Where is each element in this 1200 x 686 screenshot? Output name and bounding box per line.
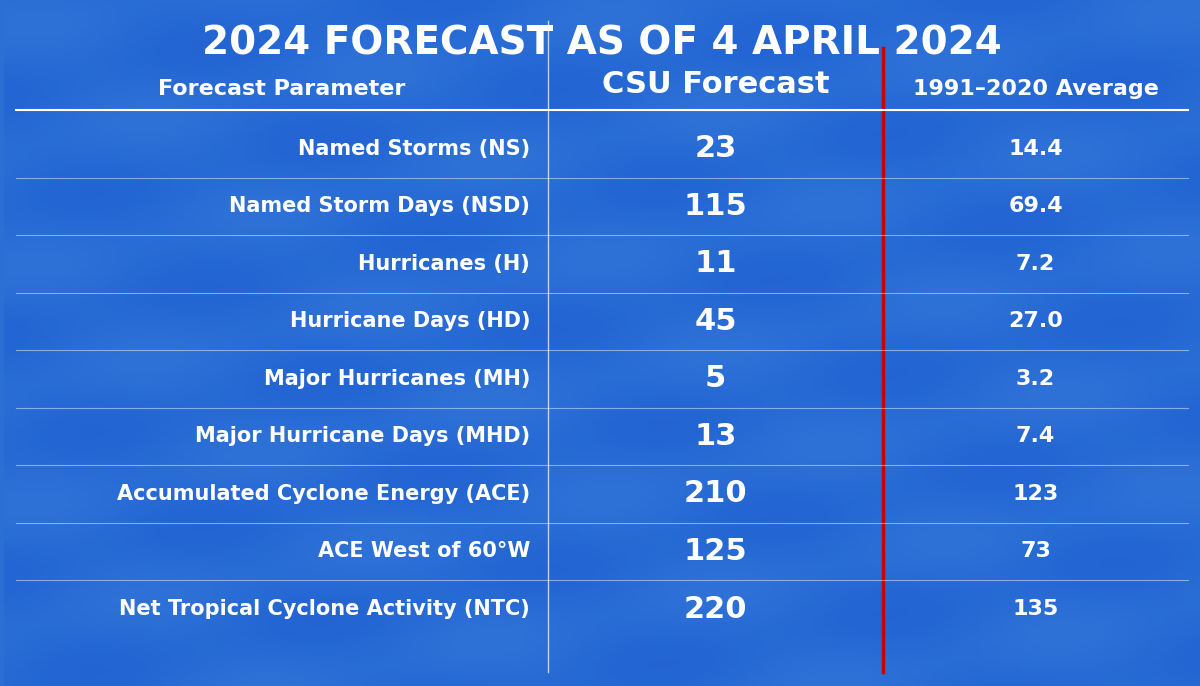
Text: 45: 45 bbox=[695, 307, 737, 336]
Text: 210: 210 bbox=[684, 480, 748, 508]
Text: Major Hurricane Days (MHD): Major Hurricane Days (MHD) bbox=[196, 427, 530, 447]
Text: 14.4: 14.4 bbox=[1008, 139, 1063, 159]
Text: Forecast Parameter: Forecast Parameter bbox=[158, 80, 406, 99]
Text: 5: 5 bbox=[704, 364, 726, 393]
Text: 3.2: 3.2 bbox=[1016, 369, 1055, 389]
Text: 69.4: 69.4 bbox=[1008, 196, 1063, 216]
Text: Hurricanes (H): Hurricanes (H) bbox=[359, 254, 530, 274]
Text: 125: 125 bbox=[684, 537, 748, 566]
Text: 27.0: 27.0 bbox=[1008, 311, 1063, 331]
Text: 11: 11 bbox=[695, 249, 737, 279]
Text: Net Tropical Cyclone Activity (NTC): Net Tropical Cyclone Activity (NTC) bbox=[120, 599, 530, 619]
Text: Named Storm Days (NSD): Named Storm Days (NSD) bbox=[229, 196, 530, 216]
Text: 123: 123 bbox=[1013, 484, 1058, 504]
Text: 115: 115 bbox=[684, 192, 748, 221]
Text: CSU Forecast: CSU Forecast bbox=[601, 71, 829, 99]
Text: 13: 13 bbox=[695, 422, 737, 451]
Text: 7.2: 7.2 bbox=[1016, 254, 1055, 274]
Text: Accumulated Cyclone Energy (ACE): Accumulated Cyclone Energy (ACE) bbox=[118, 484, 530, 504]
Text: 1991–2020 Average: 1991–2020 Average bbox=[913, 80, 1158, 99]
Text: 23: 23 bbox=[695, 134, 737, 163]
Text: Major Hurricanes (MH): Major Hurricanes (MH) bbox=[264, 369, 530, 389]
Text: Named Storms (NS): Named Storms (NS) bbox=[298, 139, 530, 159]
Text: ACE West of 60°W: ACE West of 60°W bbox=[318, 541, 530, 561]
Text: 2024 FORECAST AS OF 4 APRIL 2024: 2024 FORECAST AS OF 4 APRIL 2024 bbox=[202, 24, 1002, 62]
Text: 220: 220 bbox=[684, 595, 748, 624]
Text: 135: 135 bbox=[1013, 599, 1058, 619]
Text: Hurricane Days (HD): Hurricane Days (HD) bbox=[289, 311, 530, 331]
Text: 7.4: 7.4 bbox=[1016, 427, 1055, 447]
Text: 73: 73 bbox=[1020, 541, 1051, 561]
